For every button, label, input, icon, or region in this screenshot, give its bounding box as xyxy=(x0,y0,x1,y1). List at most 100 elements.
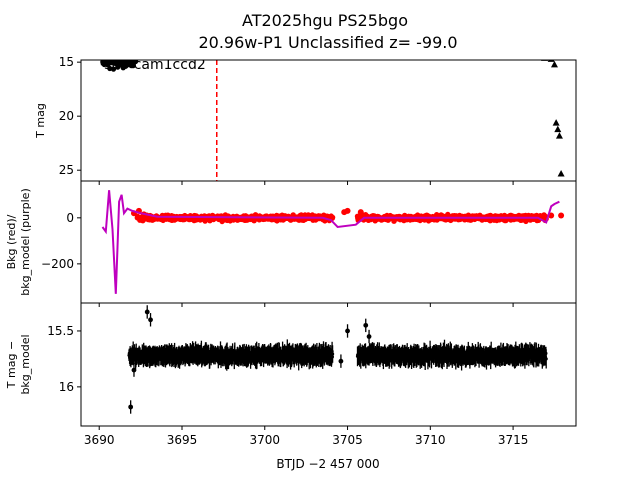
flux-point xyxy=(368,53,373,58)
flux-point xyxy=(330,51,335,56)
flux-point xyxy=(246,51,251,56)
flux-point xyxy=(296,52,301,57)
flux-point xyxy=(387,53,392,58)
flux-point xyxy=(185,52,190,57)
flux-point xyxy=(169,51,174,56)
flux-point xyxy=(152,52,157,57)
flux-point xyxy=(395,51,400,56)
flux-point xyxy=(539,51,544,56)
flux-point xyxy=(189,51,194,56)
flux-point xyxy=(156,53,161,58)
flux-point xyxy=(429,52,434,57)
flux-point xyxy=(462,52,467,57)
flux-point xyxy=(341,52,346,57)
flux-point xyxy=(495,50,500,55)
flux-point xyxy=(122,54,127,59)
flux-point xyxy=(452,53,457,58)
flux-point xyxy=(178,51,183,56)
flux-point xyxy=(533,53,538,58)
flux-point xyxy=(196,53,201,58)
flux-point xyxy=(249,51,254,56)
flux-point xyxy=(267,51,272,56)
flux-point xyxy=(165,53,170,58)
flux-point xyxy=(482,51,487,56)
flux-point xyxy=(503,51,508,56)
plot-area-middle xyxy=(101,190,565,294)
flux-point xyxy=(345,52,350,57)
flux-point xyxy=(232,52,237,57)
flux-point xyxy=(189,52,194,57)
flux-point xyxy=(509,53,514,58)
flux-point xyxy=(266,52,271,57)
flux-point xyxy=(166,50,171,55)
flux-point xyxy=(154,51,159,56)
flux-point xyxy=(284,52,289,57)
flux-point xyxy=(218,53,223,58)
flux-point xyxy=(478,50,483,55)
flux-point xyxy=(147,53,152,58)
flux-point xyxy=(488,52,493,57)
flux-point xyxy=(166,51,171,56)
flux-point xyxy=(360,53,365,58)
flux-point xyxy=(537,50,542,55)
flux-point xyxy=(195,53,200,58)
flux-point xyxy=(276,53,281,58)
flux-point xyxy=(174,51,179,56)
flux-point xyxy=(434,52,439,57)
flux-point xyxy=(252,52,257,57)
flux-point xyxy=(152,50,157,55)
flux-point xyxy=(521,51,526,56)
flux-point xyxy=(279,54,284,59)
flux-point xyxy=(221,52,226,57)
flux-point xyxy=(175,52,180,57)
flux-point xyxy=(485,51,490,56)
flux-point xyxy=(390,52,395,57)
flux-point xyxy=(409,52,414,57)
flux-point xyxy=(150,51,155,56)
flux-point xyxy=(292,52,297,57)
flux-point xyxy=(519,50,524,55)
flux-point xyxy=(300,52,305,57)
flux-point xyxy=(480,51,485,56)
flux-point xyxy=(436,52,441,57)
flux-point xyxy=(223,53,228,58)
flux-point xyxy=(377,52,382,57)
flux-point xyxy=(458,52,463,57)
flux-point xyxy=(461,51,466,56)
flux-point xyxy=(516,50,521,55)
flux-point xyxy=(137,52,142,57)
flux-point xyxy=(210,52,215,57)
flux-point xyxy=(538,52,543,57)
flux-point xyxy=(226,53,231,58)
flux-point xyxy=(147,50,152,55)
flux-point xyxy=(176,52,181,57)
flux-point xyxy=(346,52,351,57)
flux-point xyxy=(386,51,391,56)
flux-point xyxy=(188,50,193,55)
flux-point xyxy=(532,51,537,56)
flux-point xyxy=(119,51,124,56)
flux-point xyxy=(477,52,482,57)
flux-point xyxy=(542,53,547,58)
upper-limit-triangle xyxy=(554,125,562,133)
flux-point xyxy=(165,51,170,56)
flux-point xyxy=(204,52,209,57)
flux-point xyxy=(491,52,496,57)
flux-point xyxy=(140,50,145,55)
flux-point xyxy=(207,52,212,57)
flux-point xyxy=(395,52,400,57)
flux-point xyxy=(141,50,146,55)
flux-point xyxy=(514,51,519,56)
flux-point xyxy=(495,53,500,58)
flux-point xyxy=(317,52,322,57)
flux-point xyxy=(150,50,155,55)
flux-point xyxy=(153,53,158,58)
flux-point xyxy=(499,53,504,58)
flux-point xyxy=(469,50,474,55)
flux-point xyxy=(458,53,463,58)
flux-point xyxy=(366,51,371,56)
flux-point xyxy=(533,49,538,54)
flux-point xyxy=(169,51,174,56)
flux-point xyxy=(175,52,180,57)
plot-area-top xyxy=(100,49,565,177)
